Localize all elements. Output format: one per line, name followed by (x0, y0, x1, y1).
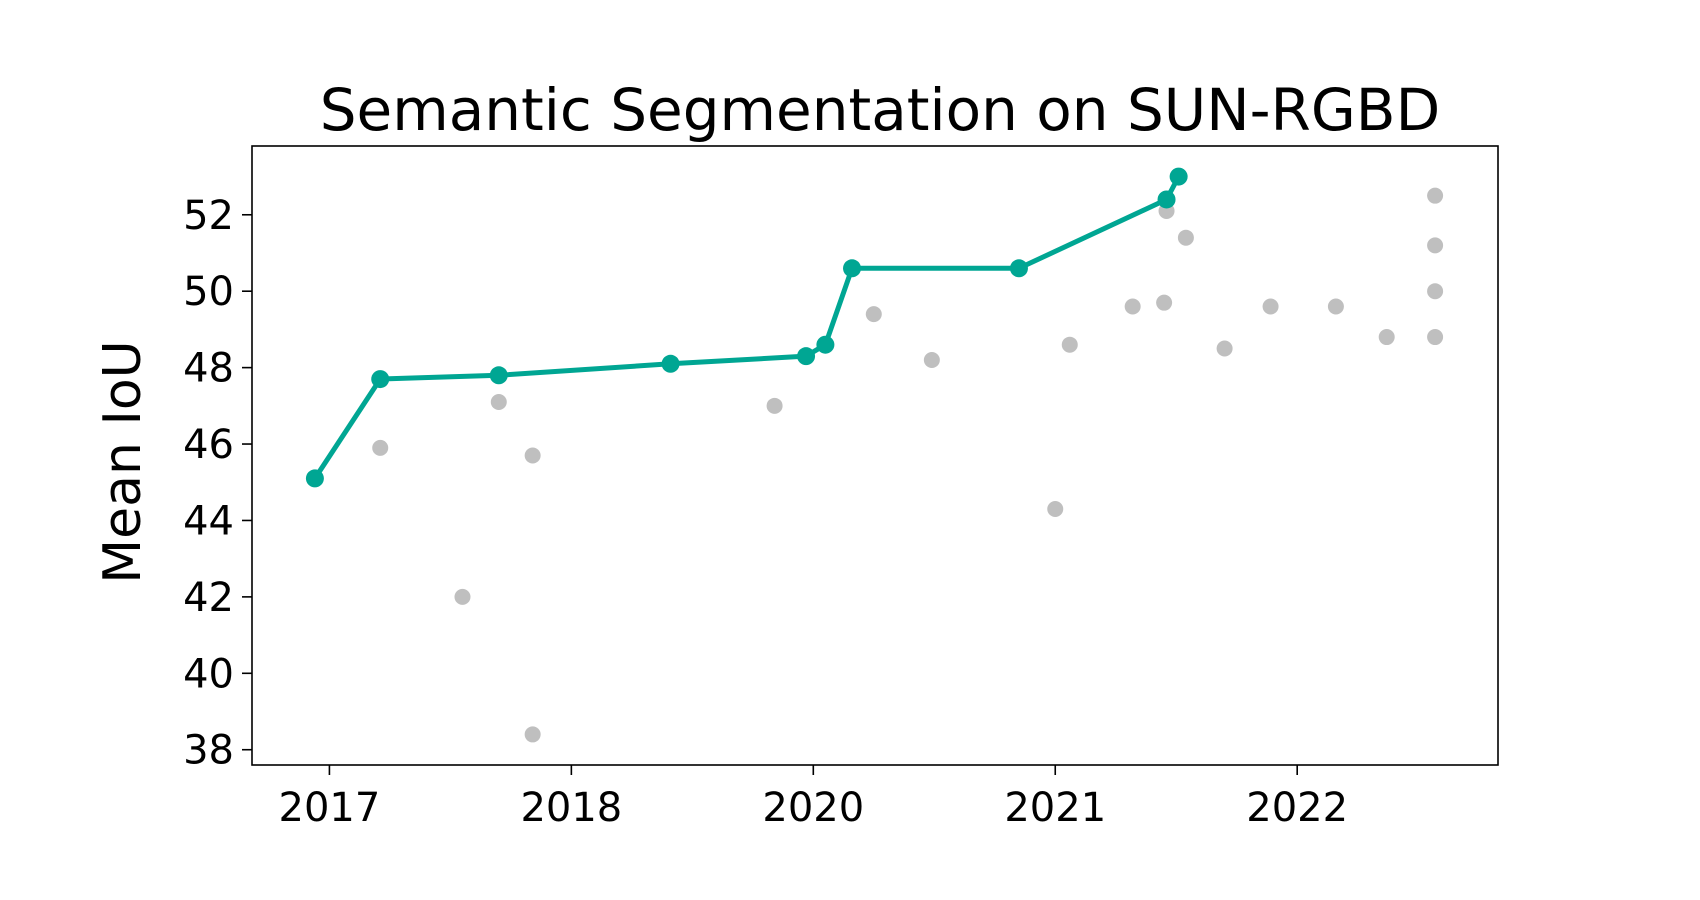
other-point (1262, 298, 1279, 315)
frontier-point (305, 469, 324, 488)
y-tick-label: 50 (183, 269, 234, 315)
other-point (454, 588, 471, 605)
other-point (766, 397, 783, 414)
chart-title: Semantic Segmentation on SUN-RGBD (320, 76, 1441, 144)
y-tick-label: 48 (183, 346, 234, 392)
other-point (524, 447, 541, 464)
other-point (1427, 237, 1444, 254)
y-axis-label: Mean IoU (93, 340, 153, 583)
y-tick-label: 38 (183, 728, 234, 774)
other-point (1327, 298, 1344, 315)
y-tick-label: 40 (183, 651, 234, 697)
frontier-point (661, 354, 680, 373)
y-tick-label: 42 (183, 575, 234, 621)
frontier-point (843, 259, 862, 278)
frontier-point (489, 366, 508, 385)
other-point (1427, 187, 1444, 204)
frontier-point (797, 347, 816, 366)
other-point (1216, 340, 1233, 357)
frontier-point (1169, 167, 1188, 186)
other-point (524, 726, 541, 743)
frontier-line (312, 174, 1182, 481)
other-point (1427, 329, 1444, 346)
other-point (923, 351, 940, 368)
other-point (1177, 229, 1194, 246)
other-point (865, 306, 882, 323)
other-point (1061, 336, 1078, 353)
other-point (1047, 500, 1064, 517)
frontier-point (371, 370, 390, 389)
x-tick-label: 2021 (1004, 785, 1106, 831)
x-tick-label: 2017 (279, 785, 381, 831)
other-point (1427, 283, 1444, 300)
x-tick-label: 2020 (762, 785, 864, 831)
frontier-point (1157, 190, 1176, 209)
other-point (1124, 298, 1141, 315)
y-tick-label: 44 (183, 498, 234, 544)
other-point (1156, 294, 1173, 311)
x-tick-label: 2018 (520, 785, 622, 831)
other-point (1378, 329, 1395, 346)
other-point (372, 439, 389, 456)
y-tick-label: 46 (183, 422, 234, 468)
other-point (490, 394, 507, 411)
plot-frame (251, 145, 1499, 766)
y-tick-label: 52 (183, 193, 234, 239)
x-tick-label: 2022 (1246, 785, 1348, 831)
frontier-point (816, 335, 835, 354)
plot-area: 38 40 42 44 46 48 50 52 2017 2018 2020 2021 2022 (183, 167, 1444, 831)
frontier-point (1009, 259, 1028, 278)
